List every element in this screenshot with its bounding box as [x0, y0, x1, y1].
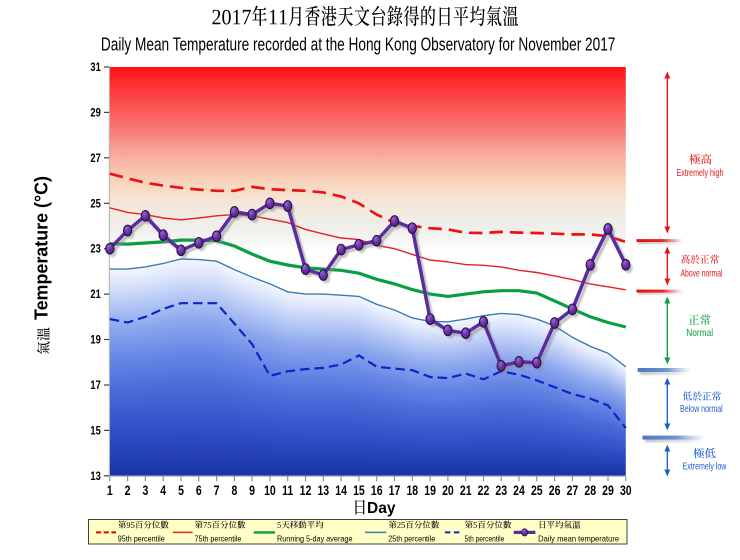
svg-text:Temperature (°C): Temperature (°C)	[32, 176, 52, 320]
svg-text:Day: Day	[367, 500, 396, 517]
svg-text:75th percentile: 75th percentile	[195, 533, 242, 543]
svg-text:25th percentile: 25th percentile	[388, 533, 435, 543]
svg-text:29: 29	[602, 482, 614, 498]
svg-text:15: 15	[90, 424, 100, 437]
svg-text:7: 7	[214, 482, 220, 498]
svg-text:25: 25	[531, 482, 543, 498]
svg-text:Running 5-day average: Running 5-day average	[277, 533, 353, 543]
svg-text:15: 15	[353, 482, 365, 498]
svg-text:12: 12	[300, 482, 312, 498]
svg-text:Daily Mean Temperature recorde: Daily Mean Temperature recorded at the H…	[101, 35, 616, 55]
svg-text:23: 23	[495, 482, 507, 498]
svg-text:2: 2	[125, 482, 131, 498]
svg-text:1: 1	[107, 482, 113, 498]
svg-text:30: 30	[620, 482, 632, 498]
svg-text:17: 17	[389, 482, 401, 498]
svg-text:17: 17	[90, 379, 100, 392]
svg-text:20: 20	[442, 482, 454, 498]
svg-text:14: 14	[335, 482, 347, 498]
svg-text:Daily mean temperature: Daily mean temperature	[538, 533, 619, 543]
svg-text:24: 24	[513, 482, 525, 498]
svg-text:5th percentile: 5th percentile	[465, 533, 505, 543]
svg-text:16: 16	[371, 482, 383, 498]
svg-text:Normal: Normal	[686, 327, 713, 339]
svg-text:23: 23	[90, 243, 100, 256]
svg-text:3: 3	[142, 482, 148, 498]
svg-text:5: 5	[178, 482, 184, 498]
svg-text:18: 18	[406, 482, 418, 498]
svg-text:22: 22	[478, 482, 490, 498]
svg-text:13: 13	[317, 482, 329, 498]
svg-text:Extremely high: Extremely high	[677, 167, 724, 179]
svg-text:21: 21	[460, 482, 472, 498]
svg-text:Extremely low: Extremely low	[683, 461, 727, 473]
svg-text:25: 25	[90, 197, 100, 210]
svg-text:31: 31	[90, 61, 100, 74]
svg-text:29: 29	[90, 106, 100, 119]
svg-text:Below normal: Below normal	[680, 403, 723, 415]
svg-text:Above normal: Above normal	[681, 267, 723, 279]
svg-text:26: 26	[549, 482, 561, 498]
svg-text:19: 19	[424, 482, 436, 498]
svg-text:13: 13	[90, 470, 100, 483]
svg-text:9: 9	[249, 482, 255, 498]
svg-text:10: 10	[264, 482, 276, 498]
svg-text:8: 8	[231, 482, 237, 498]
svg-text:19: 19	[90, 333, 100, 346]
svg-text:28: 28	[584, 482, 596, 498]
svg-text:4: 4	[160, 482, 166, 498]
svg-text:27: 27	[90, 152, 100, 165]
svg-text:95th percentile: 95th percentile	[118, 533, 165, 543]
svg-text:6: 6	[196, 482, 202, 498]
svg-text:21: 21	[90, 288, 100, 301]
svg-text:27: 27	[567, 482, 579, 498]
svg-text:11: 11	[282, 482, 293, 498]
